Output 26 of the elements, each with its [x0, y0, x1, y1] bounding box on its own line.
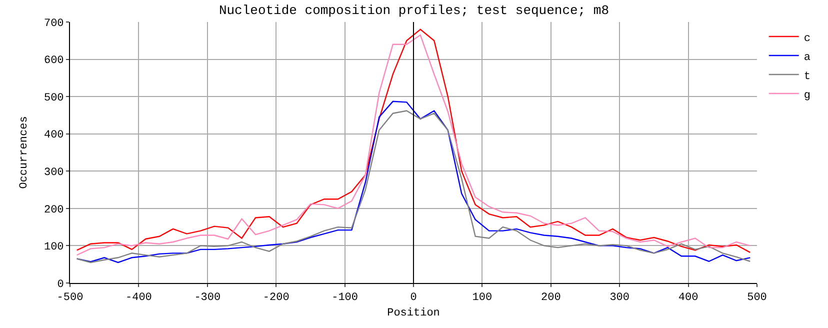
- y-tick-label: 700: [44, 18, 64, 30]
- y-tick-label: 0: [57, 278, 64, 291]
- x-axis-title: Position: [387, 307, 440, 320]
- chart-title: Nucleotide composition profiles; test sequence; m8: [218, 3, 610, 18]
- x-tick-label: 400: [678, 292, 698, 304]
- legend-label: g: [804, 90, 810, 102]
- x-tick-label: 300: [610, 292, 630, 304]
- x-tick-label: -100: [332, 292, 358, 304]
- y-tick-label: 200: [44, 204, 64, 216]
- legend-label: t: [804, 70, 810, 83]
- x-tick-label: 500: [747, 292, 767, 304]
- x-tick-label: -300: [194, 292, 221, 304]
- y-axis-title: Occurrences: [18, 116, 31, 189]
- y-tick-label: 100: [44, 242, 64, 254]
- x-tick-label: -200: [262, 292, 290, 304]
- y-tick-label: 300: [44, 166, 64, 179]
- x-tick-label: 100: [472, 292, 492, 304]
- x-tick-label: -500: [56, 292, 84, 304]
- y-tick-label: 400: [44, 130, 64, 142]
- x-tick-label: -400: [125, 292, 152, 304]
- legend-label: c: [804, 32, 810, 45]
- x-tick-label: 0: [410, 292, 417, 304]
- legend-label: a: [804, 52, 811, 64]
- y-tick-label: 600: [44, 55, 64, 68]
- x-tick-label: 200: [540, 292, 561, 304]
- y-tick-label: 500: [44, 92, 64, 104]
